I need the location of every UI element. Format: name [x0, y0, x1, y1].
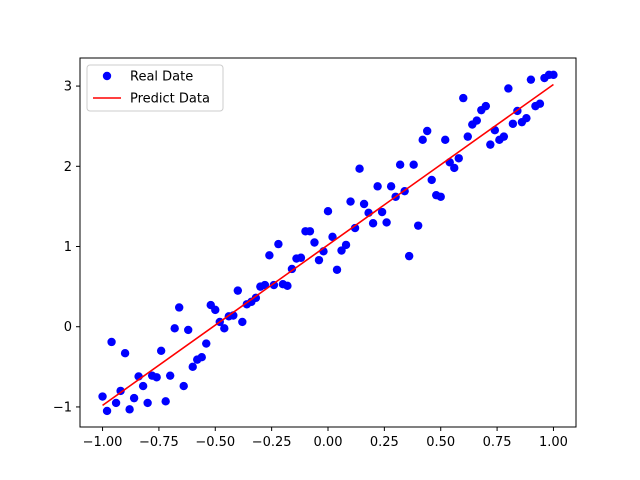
- data-point: [368, 219, 378, 228]
- data-point: [355, 164, 364, 173]
- data-point: [535, 99, 545, 108]
- legend-label: Predict Data: [130, 92, 210, 107]
- x-tick-label: −1.00: [83, 435, 123, 450]
- data-point: [314, 255, 324, 265]
- legend: Real Date Predict Data: [86, 64, 224, 112]
- data-point: [522, 113, 531, 123]
- data-point: [116, 386, 125, 396]
- x-tick-label: 0.75: [483, 435, 512, 450]
- data-point: [526, 75, 536, 84]
- data-point: [490, 125, 500, 135]
- x-tick-label: 0.25: [370, 435, 399, 450]
- data-point: [549, 70, 558, 80]
- data-point: [373, 182, 382, 191]
- y-tick-label: 1: [64, 240, 72, 255]
- data-point: [125, 405, 134, 414]
- data-point: [404, 251, 414, 261]
- x-tick-label: −0.25: [252, 435, 292, 450]
- data-point: [197, 353, 206, 362]
- data-point: [328, 232, 337, 242]
- data-point: [350, 223, 360, 233]
- data-point: [274, 239, 283, 249]
- data-point: [359, 199, 369, 209]
- legend-box: [86, 64, 224, 112]
- data-point: [423, 126, 432, 136]
- x-tick-label: 0.00: [314, 435, 343, 450]
- data-point: [156, 346, 166, 355]
- data-point: [450, 163, 459, 173]
- data-point: [454, 154, 463, 163]
- data-point: [377, 207, 387, 217]
- data-point: [337, 246, 346, 255]
- data-point: [161, 397, 170, 406]
- data-point: [179, 381, 188, 391]
- data-point: [283, 281, 292, 291]
- data-point: [346, 197, 355, 206]
- data-point: [269, 280, 279, 290]
- y-tick-label: −1: [53, 400, 72, 415]
- data-point: [107, 337, 116, 347]
- data-point: [499, 132, 509, 141]
- data-point: [152, 373, 161, 382]
- data-point: [508, 119, 518, 128]
- data-point: [188, 362, 197, 372]
- data-point: [395, 160, 405, 169]
- data-point: [472, 116, 481, 125]
- axes: −1.00 −0.75 −0.50 −0.25 0.00 0.25 0.50 0.75 1.00…: [53, 57, 577, 450]
- data-point: [459, 93, 468, 103]
- data-point: [220, 324, 229, 333]
- data-point: [138, 381, 148, 391]
- data-point: [463, 132, 472, 141]
- x-tick-label: −0.50: [195, 435, 235, 450]
- data-point: [305, 227, 315, 236]
- x-tick-label: −0.75: [139, 435, 179, 450]
- data-point: [504, 84, 513, 93]
- data-point: [341, 240, 351, 250]
- data-point: [143, 398, 152, 408]
- data-point: [184, 325, 193, 335]
- data-point: [211, 305, 220, 315]
- data-point: [175, 303, 184, 312]
- data-point: [481, 101, 491, 111]
- data-point: [260, 280, 270, 290]
- data-point: [436, 192, 445, 201]
- data-point: [409, 160, 418, 169]
- data-point: [120, 349, 130, 358]
- data-point: [413, 221, 423, 230]
- legend-label: Real Date: [130, 70, 193, 85]
- data-point: [233, 286, 243, 295]
- data-point: [441, 135, 450, 145]
- data-point: [202, 339, 211, 348]
- fit-line: [102, 83, 554, 406]
- legend-marker-swatch: [102, 71, 112, 81]
- data-point: [386, 182, 396, 191]
- y-tick-label: 3: [64, 80, 72, 95]
- x-tick-label: 0.50: [426, 435, 455, 450]
- data-point: [418, 135, 427, 145]
- data-point: [486, 140, 495, 149]
- y-tick-label: 2: [64, 160, 72, 175]
- data-point: [111, 398, 121, 408]
- data-point: [170, 324, 179, 333]
- data-point: [251, 293, 261, 303]
- data-point: [427, 175, 436, 185]
- data-point: [102, 406, 112, 416]
- data-point: [98, 392, 107, 401]
- x-tick-label: 1.00: [539, 435, 568, 450]
- data-point: [265, 251, 274, 260]
- data-point: [165, 371, 175, 380]
- plot-area: [98, 70, 558, 416]
- data-point: [332, 265, 342, 274]
- data-point: [287, 264, 297, 274]
- data-point: [129, 393, 139, 403]
- data-point: [310, 238, 319, 247]
- data-point: [382, 218, 391, 227]
- y-tick-label: 0: [64, 320, 72, 335]
- data-point: [238, 317, 247, 327]
- data-point: [296, 253, 306, 262]
- data-point: [323, 207, 333, 216]
